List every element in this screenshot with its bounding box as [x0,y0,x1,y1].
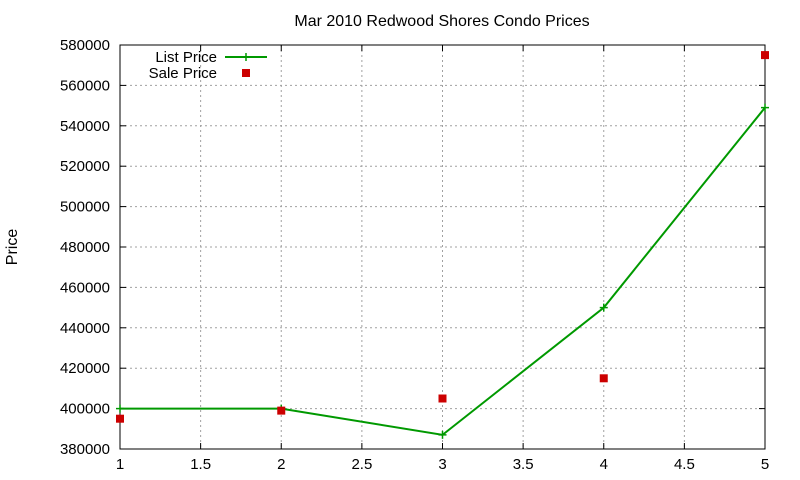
y-tick-label: 560000 [60,77,110,94]
legend-label: Sale Price [149,65,217,82]
grid [120,45,765,449]
axis-ticks: 1 1.5 2 2.5 3 3.5 4 4.5 5 380000 400000 420000 44000… [60,37,769,473]
x-tick-label: 1 [116,456,124,473]
chart-title: Mar 2010 Redwood Shores Condo Prices [294,13,589,30]
data-point [599,374,608,383]
legend-marker [242,53,250,61]
y-tick-label: 540000 [60,118,110,135]
y-tick-label: 480000 [60,239,110,256]
data-point [116,404,124,413]
x-tick-label: 2.5 [351,456,372,473]
y-tick-label: 440000 [60,320,110,337]
legend-label: List Price [155,49,217,66]
x-tick-label: 5 [761,456,769,473]
y-tick-label: 580000 [60,37,110,54]
data-point [761,51,769,60]
data-point [599,303,608,312]
data-point [761,103,769,112]
x-tick-label: 3 [438,456,446,473]
x-tick-label: 4 [600,456,608,473]
x-tick-label: 3.5 [513,456,534,473]
legend-marker [242,69,250,77]
data-point [277,406,286,415]
y-tick-label: 420000 [60,360,110,377]
x-tick-label: 2 [277,456,285,473]
y-tick-label: 500000 [60,199,110,216]
y-tick-label: 400000 [60,401,110,418]
series-list-price [116,103,769,439]
x-tick-label: 4.5 [674,456,695,473]
y-tick-label: 520000 [60,158,110,175]
y-tick-label: 380000 [60,441,110,458]
data-point [438,394,447,403]
data-point [438,430,447,439]
series-sale-price [116,51,769,423]
x-tick-label: 1.5 [190,456,211,473]
y-tick-label: 460000 [60,279,110,296]
data-point [116,414,124,423]
data-series [116,51,769,439]
y-axis-label: Price [4,229,21,266]
